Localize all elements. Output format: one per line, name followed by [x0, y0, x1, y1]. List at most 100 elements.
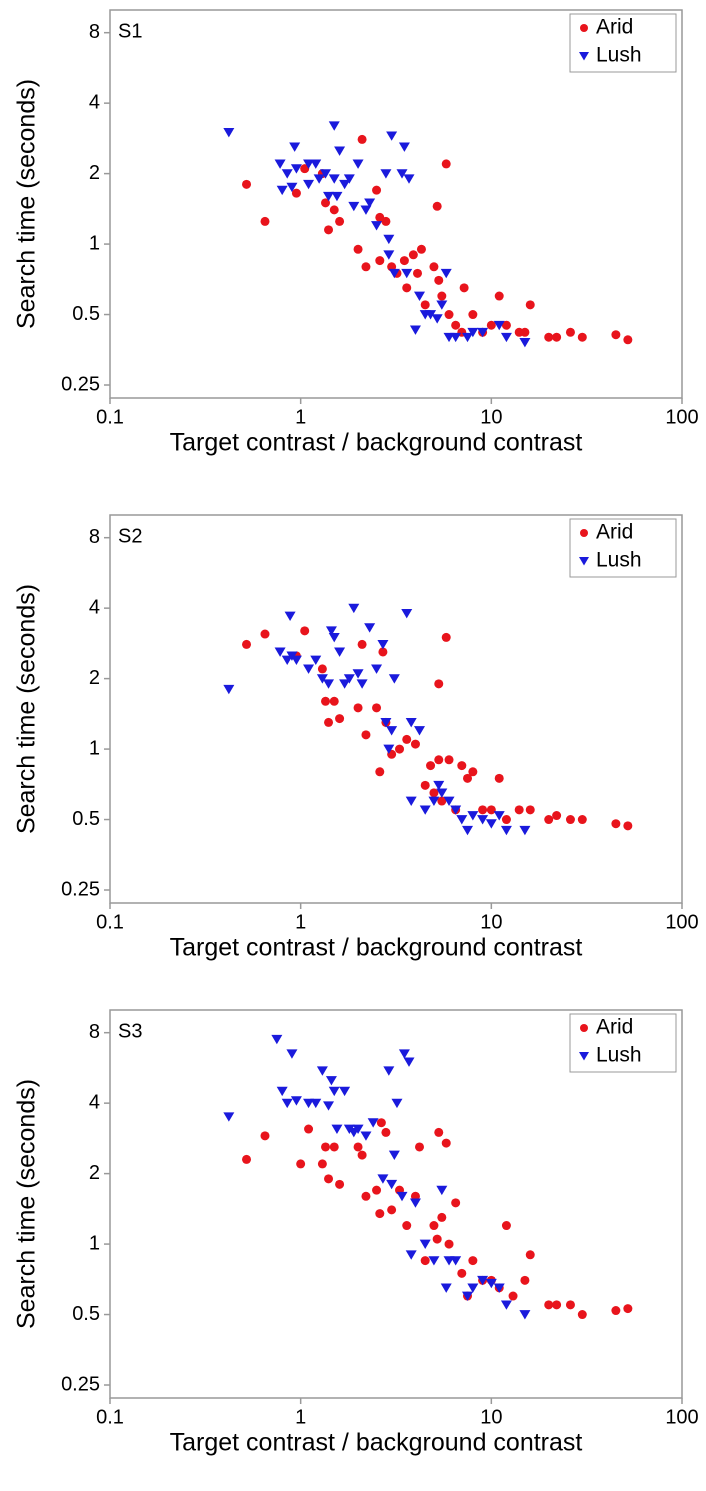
arid-point — [434, 275, 444, 285]
lush-point — [383, 744, 395, 755]
x-tick-label: 0.1 — [96, 406, 124, 428]
lush-point — [477, 1275, 489, 1286]
lush-point — [364, 198, 376, 208]
arid-point — [552, 332, 562, 342]
lush-point — [274, 159, 286, 169]
arid-point — [565, 327, 575, 337]
y-axis-title: Search time (seconds) — [13, 79, 41, 329]
lush-point — [290, 1096, 302, 1106]
arid-point — [329, 696, 339, 706]
lush-point — [383, 250, 395, 260]
lush-point — [303, 179, 315, 190]
arid-point — [434, 679, 444, 689]
arid-point — [296, 1159, 306, 1169]
lush-point — [323, 191, 335, 202]
lush-point — [377, 640, 389, 650]
lush-point — [331, 191, 343, 202]
arid-point — [525, 300, 535, 310]
arid-point — [432, 1234, 442, 1244]
x-tick-label: 10 — [480, 406, 502, 428]
arid-point — [395, 744, 405, 754]
lush-point — [371, 664, 383, 674]
lush-point — [383, 1066, 395, 1076]
arid-point — [375, 767, 385, 777]
arid-point — [402, 1221, 412, 1231]
legend-marker — [579, 557, 589, 566]
arid-point — [468, 1256, 478, 1266]
lush-point — [339, 179, 351, 190]
arid-point — [544, 332, 554, 342]
legend-box — [569, 13, 677, 73]
lush-point — [519, 1310, 531, 1320]
arid-point — [494, 773, 504, 783]
lush-point — [477, 327, 489, 338]
lush-point — [328, 121, 340, 131]
lush-point — [462, 332, 474, 343]
lush-point — [343, 674, 355, 684]
lush-point — [334, 647, 346, 657]
lush-point — [352, 159, 364, 169]
arid-point — [317, 664, 327, 674]
arid-point — [611, 1306, 621, 1316]
y-tick-label: 1 — [89, 1232, 100, 1254]
arid-point — [437, 291, 447, 301]
lush-point — [371, 221, 383, 231]
y-tick-label: 8 — [89, 21, 100, 43]
arid-point — [242, 639, 252, 649]
lush-point — [413, 291, 425, 301]
arid-point — [525, 805, 535, 815]
arid-point — [372, 1185, 382, 1195]
lush-point — [405, 718, 417, 728]
legend-marker — [579, 1052, 589, 1061]
lush-point — [286, 182, 298, 193]
y-tick-label: 1 — [89, 737, 100, 759]
lush-point — [276, 185, 288, 196]
lush-point — [281, 655, 293, 666]
lush-point — [290, 164, 302, 174]
legend-label: Arid — [596, 521, 633, 544]
x-tick-label: 100 — [665, 406, 698, 428]
y-axis-title: Search time (seconds) — [13, 1079, 41, 1329]
y-tick-label: 4 — [89, 1091, 100, 1113]
arid-point — [357, 1150, 367, 1160]
arid-point — [520, 327, 530, 337]
x-tick-label: 1 — [295, 911, 306, 933]
y-tick-label: 0.25 — [61, 373, 100, 395]
arid-point — [623, 335, 633, 345]
arid-point — [408, 250, 418, 260]
lush-point — [485, 1278, 497, 1289]
lush-point — [405, 1250, 417, 1260]
arid-point — [300, 626, 310, 636]
lush-point — [383, 234, 395, 245]
arid-point — [429, 262, 439, 272]
x-tick-label: 0.1 — [96, 911, 124, 933]
lush-point — [343, 174, 355, 184]
arid-point — [324, 717, 334, 727]
lush-point — [419, 805, 431, 815]
arid-point — [335, 714, 345, 724]
lush-point — [380, 718, 392, 728]
arid-point — [376, 1118, 386, 1128]
arid-point — [402, 283, 412, 293]
arid-point — [544, 1300, 554, 1310]
lush-point — [223, 1112, 235, 1122]
arid-point — [361, 1191, 371, 1201]
lush-point — [493, 320, 505, 331]
lush-point — [401, 608, 413, 619]
arid-point — [414, 1142, 424, 1152]
lush-point — [388, 268, 400, 279]
arid-point — [304, 1124, 314, 1134]
arid-point — [577, 1310, 587, 1320]
lush-point — [450, 332, 462, 343]
arid-point — [525, 1250, 535, 1260]
lush-point — [331, 1124, 343, 1135]
legend-box — [569, 1013, 677, 1073]
y-tick-label: 8 — [89, 1021, 100, 1043]
y-tick-label: 8 — [89, 526, 100, 548]
y-tick-label: 0.5 — [72, 808, 100, 830]
lush-point — [289, 142, 301, 152]
legend-marker — [580, 1024, 588, 1032]
arid-point — [437, 1212, 447, 1222]
lush-point — [409, 325, 421, 335]
lush-point — [425, 310, 437, 320]
